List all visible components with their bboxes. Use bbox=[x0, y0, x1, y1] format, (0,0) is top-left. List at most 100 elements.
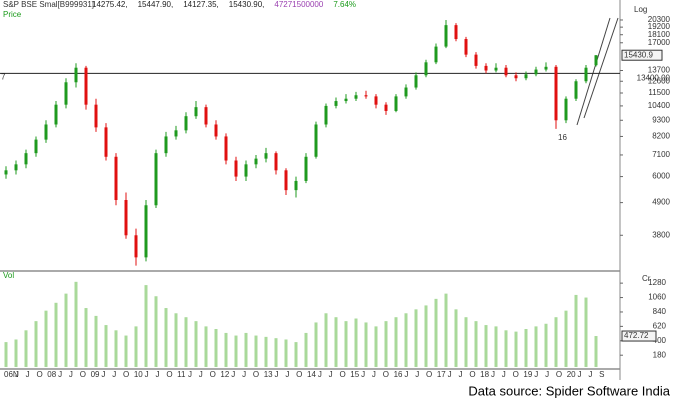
x-tick-label: O bbox=[556, 370, 562, 379]
candle-body bbox=[334, 101, 338, 106]
x-tick-label: J bbox=[112, 370, 116, 379]
x-tick-label: J bbox=[588, 370, 592, 379]
x-tick-label: J bbox=[156, 370, 160, 379]
volume-bar bbox=[314, 322, 318, 367]
candle-body bbox=[194, 107, 198, 117]
trend-channel bbox=[583, 17, 619, 119]
candle-body bbox=[294, 180, 298, 191]
volume-bar bbox=[4, 342, 8, 367]
x-tick-label: J bbox=[101, 370, 105, 379]
y-tick-label: 12600 bbox=[648, 76, 671, 85]
volume-bar bbox=[524, 329, 528, 367]
y-tick-label: 18100 bbox=[648, 30, 671, 39]
volume-bar bbox=[64, 293, 68, 367]
x-tick-label: J bbox=[545, 370, 549, 379]
volume-bar bbox=[594, 336, 598, 367]
x-tick-label: 11 bbox=[177, 370, 186, 379]
y-tick-label: 17000 bbox=[648, 38, 671, 47]
candle-body bbox=[144, 205, 148, 258]
volume-bar bbox=[354, 318, 358, 367]
y-tick-label: 4900 bbox=[652, 198, 670, 207]
x-tick-label: J bbox=[275, 370, 279, 379]
candle-body bbox=[424, 62, 428, 76]
candle-body bbox=[474, 54, 478, 66]
y-tick-label: 400 bbox=[653, 336, 667, 345]
y-tick-label: 840 bbox=[653, 307, 667, 316]
header-value: 14127.35, bbox=[183, 0, 219, 9]
candle-body bbox=[174, 130, 178, 137]
volume-bar bbox=[104, 325, 108, 367]
candle-body bbox=[244, 164, 248, 177]
y-tick-label: 10400 bbox=[648, 101, 671, 110]
source: Data source: Spider Software India bbox=[468, 383, 670, 398]
volume-unit: Cr bbox=[642, 274, 651, 283]
x-tick-label: O bbox=[469, 370, 475, 379]
volume-bar bbox=[234, 335, 238, 367]
candle-body bbox=[434, 46, 438, 63]
volume-bar bbox=[464, 317, 468, 367]
candle-body bbox=[104, 127, 108, 157]
volume-bar bbox=[164, 308, 168, 367]
x-tick-label: 12 bbox=[220, 370, 229, 379]
volume-bar bbox=[264, 336, 268, 367]
last-volume-box bbox=[621, 330, 657, 342]
candle-body bbox=[14, 164, 18, 171]
x-tick-label: J bbox=[26, 370, 30, 379]
x-tick-label: 14 bbox=[307, 370, 316, 379]
volume-bar bbox=[544, 323, 548, 367]
volume-bar bbox=[324, 313, 328, 367]
chart-title: S&P BSE Smal[B999931] bbox=[3, 0, 94, 9]
candle-body bbox=[114, 156, 118, 201]
volume-bar bbox=[404, 313, 408, 367]
candle-body bbox=[594, 55, 598, 66]
x-tick-label: 08 bbox=[47, 370, 56, 379]
y-tick-label: 8200 bbox=[652, 132, 670, 141]
volume-bar bbox=[44, 310, 48, 367]
volume-bar bbox=[144, 285, 148, 367]
x-tick-label: J bbox=[361, 370, 365, 379]
volume-bar bbox=[194, 321, 198, 367]
y-tick-label: 1060 bbox=[648, 293, 666, 302]
volume-bar bbox=[84, 308, 88, 367]
candle-body bbox=[184, 116, 188, 131]
candle-body bbox=[314, 124, 318, 157]
volume-bar bbox=[34, 321, 38, 367]
candle-body bbox=[44, 124, 48, 140]
volume-bar bbox=[554, 317, 558, 367]
scale-label: Log bbox=[634, 5, 647, 14]
candle-body bbox=[374, 96, 378, 105]
candle-body bbox=[304, 156, 308, 181]
volume-bar bbox=[334, 317, 338, 367]
x-tick-label: 17 bbox=[437, 370, 446, 379]
volume-bar bbox=[394, 317, 398, 367]
candle-body bbox=[534, 69, 538, 75]
x-tick-label: J bbox=[285, 370, 289, 379]
candle-body bbox=[64, 82, 68, 105]
x-tick-label: 19 bbox=[523, 370, 532, 379]
x-tick-label: O bbox=[80, 370, 86, 379]
volume-bar bbox=[74, 281, 78, 367]
volume-bar bbox=[374, 326, 378, 367]
x-tick-label: O bbox=[513, 370, 519, 379]
volume-bar bbox=[224, 332, 228, 367]
price-label: Price bbox=[3, 10, 22, 19]
x-tick-label: J bbox=[188, 370, 192, 379]
candle-body bbox=[444, 25, 448, 47]
x-tick-label: O bbox=[36, 370, 42, 379]
x-tick-label: J bbox=[448, 370, 452, 379]
volume-bar bbox=[474, 321, 478, 367]
candle-body bbox=[344, 98, 348, 102]
x-tick-label: O bbox=[296, 370, 302, 379]
volume-bar bbox=[204, 326, 208, 367]
x-tick-label: J bbox=[58, 370, 62, 379]
volume-bar bbox=[54, 302, 58, 367]
x-tick-label: J bbox=[578, 370, 582, 379]
volume-bar bbox=[154, 296, 158, 367]
last-price-label: 15430.9 bbox=[624, 50, 653, 59]
y-tick-label: 1280 bbox=[648, 278, 666, 287]
candle-body bbox=[384, 104, 388, 111]
header-value: 15447.90, bbox=[138, 0, 174, 9]
volume-bar bbox=[444, 293, 448, 367]
candle-body bbox=[574, 81, 578, 99]
